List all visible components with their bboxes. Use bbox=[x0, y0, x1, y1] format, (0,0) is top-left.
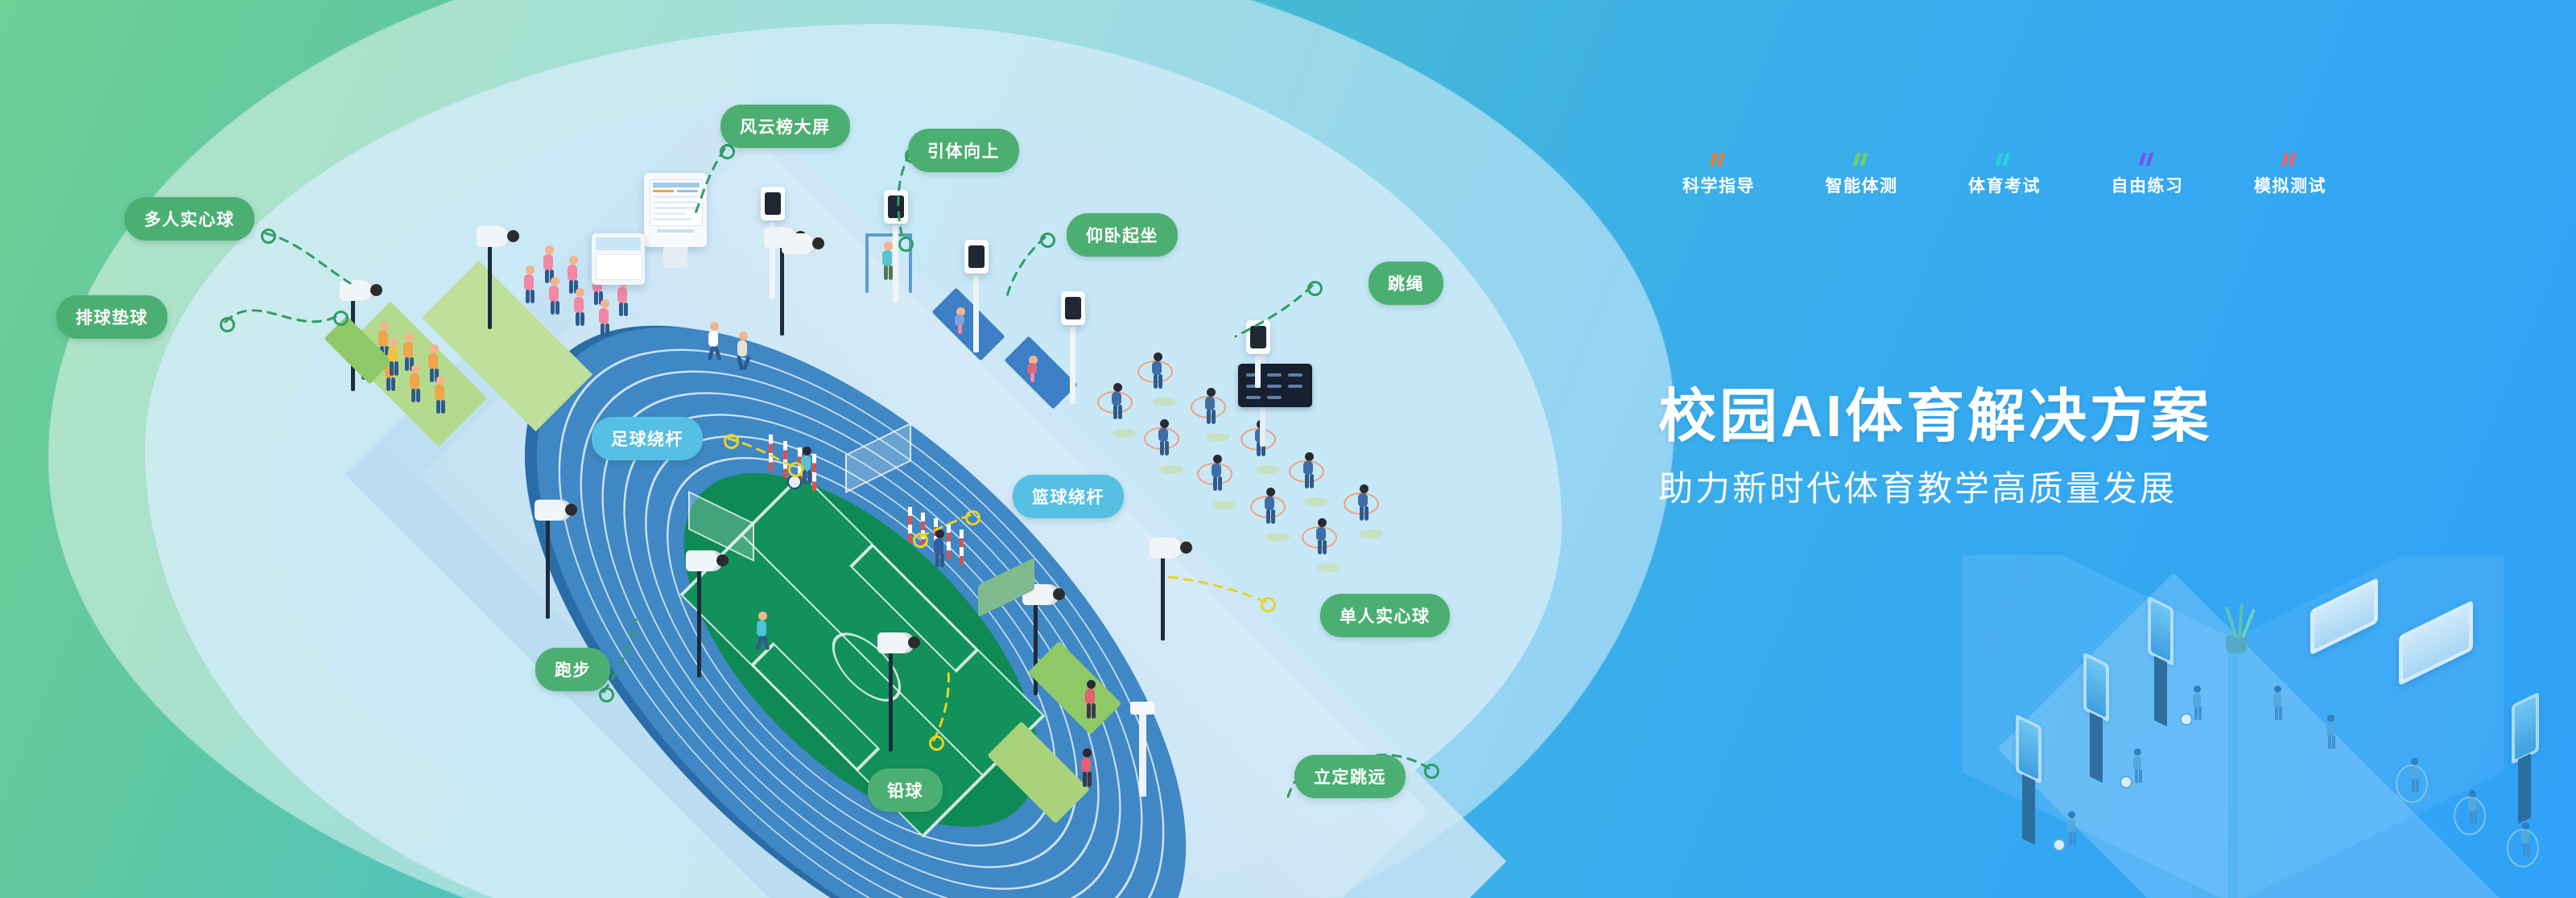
gym-soccer-ball bbox=[2120, 776, 2132, 789]
security-camera-icon bbox=[686, 550, 729, 571]
feature-tag-pe-exam[interactable]: 体育考试 bbox=[1944, 153, 2065, 197]
gym-soccer-ball bbox=[2053, 838, 2066, 851]
campus-sports-illustration: 多人实心球 排球垫球 风云榜大屏 引体向上 仰卧起坐 跳绳 足球绕杆 篮球绕杆 … bbox=[56, 87, 1507, 898]
double-slash-icon bbox=[1852, 153, 1871, 166]
gym-jumprope-loop bbox=[2454, 797, 2486, 835]
feature-tag-row: 科学指导 智能体测 体育考试 自由练习 bbox=[1658, 153, 2351, 197]
map-label-volleyball-pass[interactable]: 排球垫球 bbox=[56, 295, 167, 339]
feature-label: 自由练习 bbox=[2111, 177, 2184, 196]
connector-node bbox=[965, 510, 980, 525]
feature-tag-free-practice[interactable]: 自由练习 bbox=[2087, 153, 2208, 197]
connector-node bbox=[599, 687, 614, 702]
feature-tag-smart-fitness-test[interactable]: 智能体测 bbox=[1802, 153, 1922, 197]
indoor-gym-illustration bbox=[1916, 555, 2576, 898]
security-camera-icon bbox=[877, 632, 920, 653]
connector-node bbox=[261, 229, 276, 244]
map-label-situp[interactable]: 仰卧起坐 bbox=[1067, 213, 1178, 257]
security-camera-icon bbox=[477, 226, 519, 247]
map-label-soccer-slalom[interactable]: 足球绕杆 bbox=[592, 417, 703, 460]
security-camera-icon bbox=[782, 233, 824, 254]
ai-display-screen bbox=[884, 190, 908, 224]
connector-node bbox=[1040, 233, 1055, 248]
ai-display-screen bbox=[964, 240, 989, 274]
feature-label: 模拟测试 bbox=[2254, 177, 2326, 196]
double-slash-icon bbox=[2138, 153, 2157, 166]
feature-label: 体育考试 bbox=[1968, 177, 2041, 196]
potted-plant bbox=[2226, 636, 2247, 653]
connector-node bbox=[898, 237, 914, 252]
gym-jumprope-loop bbox=[2507, 829, 2539, 867]
security-camera-icon bbox=[340, 280, 382, 301]
ai-display-screen bbox=[761, 187, 785, 220]
page-title: 校园AI体育解决方案 bbox=[1658, 385, 2213, 450]
connector-node bbox=[913, 533, 928, 548]
map-label-jumprope[interactable]: 跳绳 bbox=[1368, 262, 1443, 305]
connector-node bbox=[788, 462, 803, 477]
hero-text-column: 科学指导 智能体测 体育考试 自由练习 bbox=[1658, 0, 2576, 898]
connector-node bbox=[1261, 597, 1276, 612]
connector-node bbox=[724, 434, 739, 449]
ai-display-screen bbox=[1061, 291, 1085, 325]
connector-node bbox=[929, 735, 944, 751]
feature-tag-mock-test[interactable]: 模拟测试 bbox=[2230, 153, 2351, 197]
feature-tag-scientific-guidance[interactable]: 科学指导 bbox=[1658, 153, 1779, 197]
security-camera-icon bbox=[1150, 538, 1192, 558]
map-label-standing-longjump[interactable]: 立定跳远 bbox=[1294, 755, 1406, 798]
feature-label: 科学指导 bbox=[1682, 177, 1755, 196]
map-label-pullup[interactable]: 引体向上 bbox=[908, 129, 1019, 172]
connector-node bbox=[1424, 764, 1439, 779]
double-slash-icon bbox=[1995, 153, 2013, 166]
ai-display-screen bbox=[1246, 320, 1270, 354]
feature-label: 智能体测 bbox=[1825, 177, 1898, 196]
double-slash-icon bbox=[2281, 153, 2299, 166]
measurement-pole bbox=[1139, 708, 1146, 797]
map-label-running[interactable]: 跑步 bbox=[535, 648, 610, 691]
gym-jumprope-loop bbox=[2396, 764, 2428, 803]
map-label-leaderboard[interactable]: 风云榜大屏 bbox=[720, 105, 850, 148]
connector-node bbox=[220, 317, 235, 332]
connector-node bbox=[720, 144, 735, 159]
double-slash-icon bbox=[1709, 153, 1728, 166]
scoreboard-display bbox=[1238, 364, 1312, 407]
page-subtitle: 助力新时代体育教学高质量发展 bbox=[1658, 470, 2177, 509]
connector-node bbox=[1307, 281, 1323, 296]
map-label-shotput[interactable]: 铅球 bbox=[868, 768, 943, 812]
map-label-multi-shotball[interactable]: 多人实心球 bbox=[125, 197, 254, 241]
map-label-single-shotball[interactable]: 单人实心球 bbox=[1320, 594, 1450, 637]
measurement-head bbox=[1130, 702, 1154, 715]
security-camera-icon bbox=[535, 500, 577, 521]
gym-soccer-ball bbox=[2180, 713, 2193, 726]
map-label-basketball-slalom[interactable]: 篮球绕杆 bbox=[1013, 475, 1124, 518]
connector-node bbox=[333, 311, 349, 326]
